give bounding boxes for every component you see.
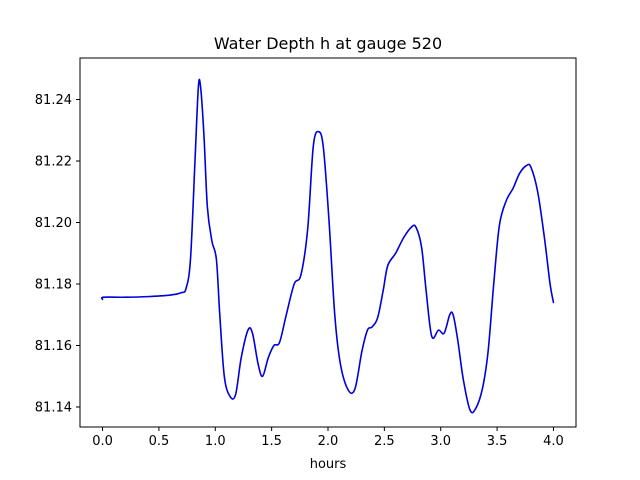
x-tick-label: 2.0 (318, 434, 339, 449)
x-tick-label: 0.0 (92, 434, 113, 449)
y-tick-label: 81.20 (35, 216, 72, 231)
y-tick-label: 81.18 (35, 278, 72, 293)
chart-title: Water Depth h at gauge 520 (214, 34, 442, 53)
x-axis-label: hours (310, 457, 347, 472)
x-tick-label: 1.0 (205, 434, 226, 449)
x-tick-label: 0.5 (149, 434, 170, 449)
x-tick-label: 1.5 (261, 434, 282, 449)
x-tick-label: 4.0 (543, 434, 564, 449)
x-tick-label: 2.5 (374, 434, 395, 449)
x-tick-label: 3.0 (430, 434, 451, 449)
y-axis-ticks: 81.14 81.16 81.18 81.20 81.22 81.24 (35, 93, 80, 416)
x-tick-label: 3.5 (487, 434, 508, 449)
y-tick-label: 81.14 (35, 401, 72, 416)
y-tick-label: 81.22 (35, 155, 72, 170)
plot-area (80, 58, 576, 427)
plot-frame (79, 57, 577, 428)
y-tick-label: 81.16 (35, 339, 72, 354)
y-tick-label: 81.24 (35, 93, 72, 108)
series-line (100, 78, 555, 414)
x-axis-ticks: 0.0 0.5 1.0 1.5 2.0 2.5 3.0 3.5 4.0 (92, 427, 564, 449)
